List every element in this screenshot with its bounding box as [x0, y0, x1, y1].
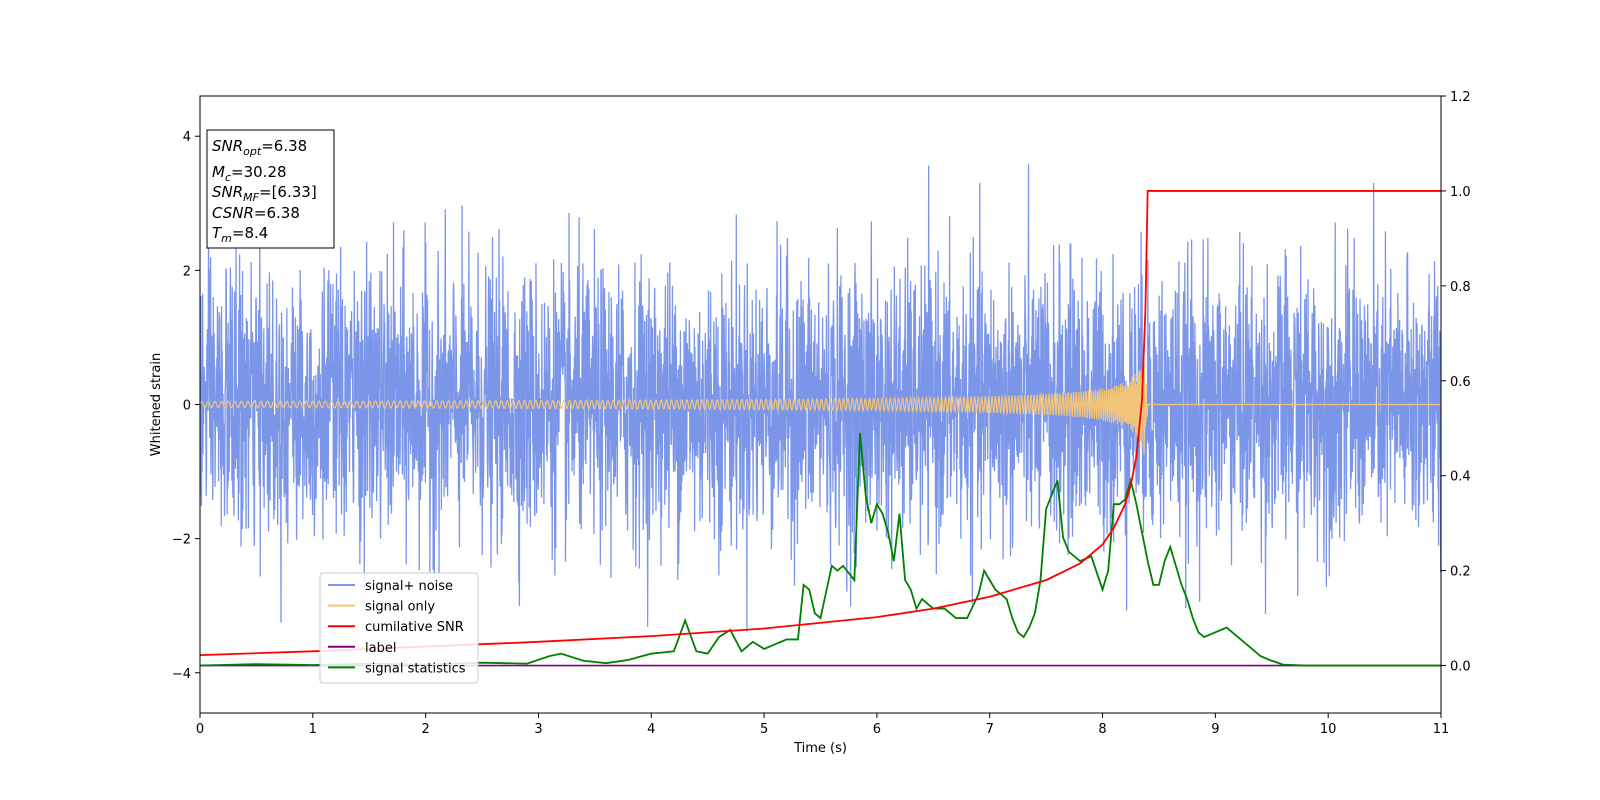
x-tick-label: 9: [1211, 722, 1219, 737]
info-box: SNRopt=6.38 Mc=30.28 SNRMF=[6.33] CSNR=6…: [206, 129, 335, 249]
x-tick-label: 2: [421, 722, 429, 737]
series-signal-noise-line: [200, 164, 1441, 632]
y2-tick-label: 0.4: [1450, 470, 1471, 485]
legend-entry-label: signal+ noise: [365, 579, 453, 594]
x-tick-label: 1: [309, 722, 317, 737]
y-tick-label: −4: [172, 667, 191, 682]
info-snr-opt: SNRopt=6.38: [212, 137, 307, 158]
y2-tick-label: 0.2: [1450, 565, 1471, 580]
x-tick-label: 7: [986, 722, 994, 737]
legend-entry-label: signal only: [365, 600, 435, 615]
x-tick-label: 10: [1320, 722, 1337, 737]
x-tick-label: 8: [1098, 722, 1106, 737]
y-tick-label: 0: [183, 399, 191, 414]
y2-tick-label: 0.8: [1450, 280, 1471, 295]
y2-tick-label: 0.0: [1450, 660, 1471, 675]
y-tick-label: 2: [183, 264, 191, 279]
series-signal-statistics-line: [200, 432, 1441, 667]
x-tick-label: 11: [1433, 722, 1450, 737]
x-tick-label: 5: [760, 722, 768, 737]
legend: signal+ noise signal only cumilative SNR la…: [319, 572, 479, 684]
y2-tick-label: 1.2: [1450, 90, 1471, 105]
y-axis-label: Whitened strain: [149, 353, 164, 456]
info-tm: Tm=8.4: [212, 224, 268, 245]
y-tick-label: −2: [172, 533, 191, 548]
info-snr-mf: SNRMF=[6.33]: [212, 183, 317, 204]
info-mc: Mc=30.28: [212, 163, 287, 184]
y2-tick-label: 0.6: [1450, 375, 1471, 390]
y2-tick-label: 1.0: [1450, 185, 1471, 200]
x-tick-label: 3: [534, 722, 542, 737]
x-tick-label: 6: [873, 722, 881, 737]
x-axis-label: Time (s): [793, 741, 847, 756]
legend-entry-label: label: [365, 641, 396, 656]
x-tick-label: 0: [196, 722, 204, 737]
series-signal-only-line: [200, 358, 1441, 455]
info-csnr: CSNR=6.38: [212, 204, 300, 222]
y-axis-right: 0.0 0.2 0.4 0.6 0.8 1.0 1.2: [1441, 90, 1471, 675]
legend-entry-label: signal statistics: [365, 661, 466, 676]
y-tick-label: 4: [183, 130, 191, 145]
legend-entry-label: cumilative SNR: [365, 620, 464, 635]
y-axis-left: −4 −2 0 2 4: [172, 130, 200, 682]
x-tick-label: 4: [647, 722, 655, 737]
series-cumulative-snr-line: [200, 190, 1441, 656]
x-axis: 0 1 2 3 4 5 6 7 8 9 10 11: [196, 713, 1449, 737]
